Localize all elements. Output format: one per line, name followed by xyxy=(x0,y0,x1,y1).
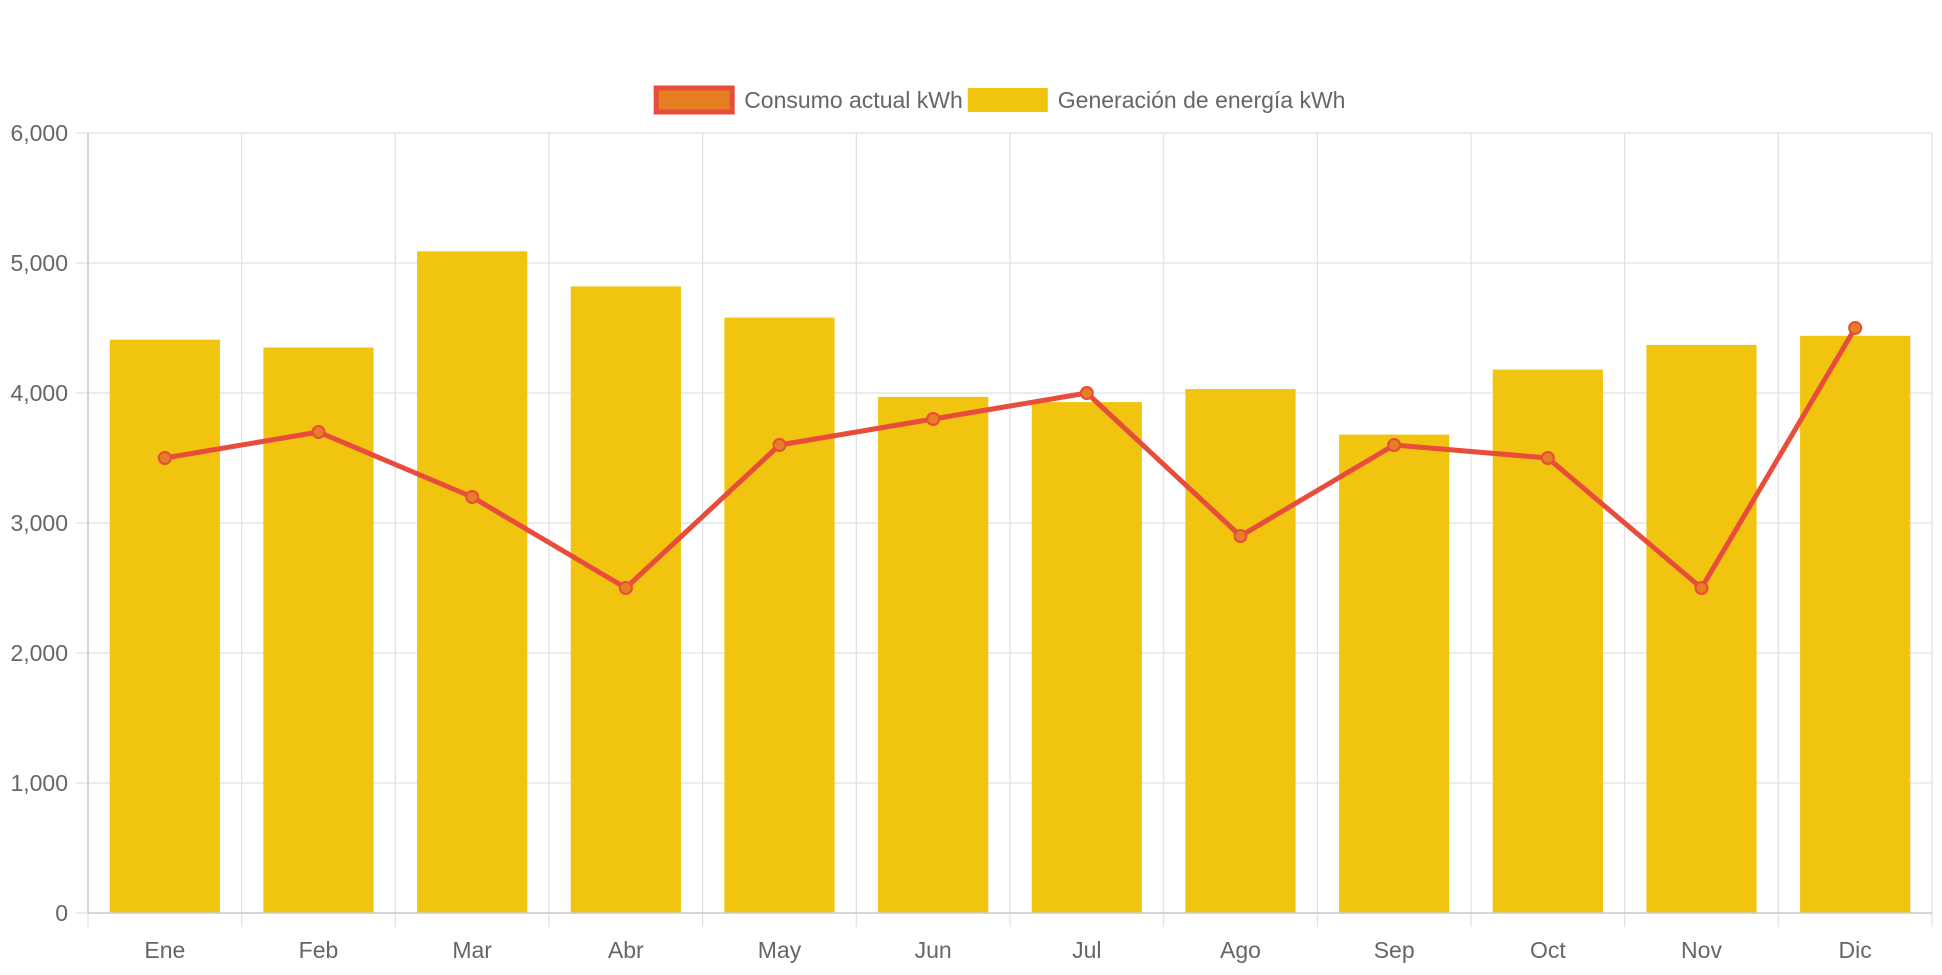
line-consumo xyxy=(162,325,1858,591)
legend: Consumo actual kWh Generación de energía … xyxy=(653,85,1346,115)
bar-generacion-ene xyxy=(109,339,220,913)
y-tick-label: 3,000 xyxy=(10,510,68,536)
y-tick-label: 0 xyxy=(55,900,68,926)
x-tick-label: Jun xyxy=(915,937,952,963)
point-consumo-mar xyxy=(465,490,480,504)
point-consumo-oct xyxy=(1540,451,1555,465)
x-tick-label: Ago xyxy=(1220,937,1261,963)
legend-swatch-consumo xyxy=(653,85,735,115)
bar-series xyxy=(109,251,1911,914)
bar-generacion-feb xyxy=(263,347,374,913)
bar-generacion-nov xyxy=(1646,344,1757,913)
bar-generacion-may xyxy=(724,317,835,914)
x-tick-label: Feb xyxy=(299,937,339,963)
point-consumo-ene xyxy=(157,451,172,465)
x-tick-label: Oct xyxy=(1530,937,1566,963)
point-consumo-dic xyxy=(1848,321,1863,335)
axes: 0 1,000 2,000 3,000 4,000 5,000 6,000 Ene Feb Mar… xyxy=(10,120,1932,963)
legend-label-consumo: Consumo actual kWh xyxy=(744,87,963,113)
y-tick-label: 2,000 xyxy=(10,640,68,666)
y-tick-label: 5,000 xyxy=(10,250,68,276)
y-tick-label: 6,000 xyxy=(10,120,68,146)
point-consumo-may xyxy=(772,438,787,452)
point-consumo-nov xyxy=(1694,581,1709,595)
y-tick-label: 1,000 xyxy=(10,770,68,796)
x-tick-label: Nov xyxy=(1681,937,1722,963)
x-tick-label: May xyxy=(758,937,802,963)
bar-generacion-jun xyxy=(878,396,989,913)
x-tick-label: Ene xyxy=(144,937,185,963)
legend-label-generacion: Generación de energía kWh xyxy=(1058,87,1346,113)
point-consumo-feb xyxy=(311,425,326,439)
x-tick-label: Abr xyxy=(608,937,644,963)
bar-generacion-sep xyxy=(1339,434,1450,913)
legend-swatch-generacion xyxy=(967,88,1048,112)
bar-generacion-mar xyxy=(417,251,528,914)
x-tick-label: Jul xyxy=(1072,937,1101,963)
x-tick-label: Mar xyxy=(452,937,492,963)
line-series xyxy=(157,321,1863,595)
point-consumo-sep xyxy=(1387,438,1402,452)
y-tick-label: 4,000 xyxy=(10,380,68,406)
point-consumo-ago xyxy=(1233,529,1248,543)
bar-generacion-dic xyxy=(1800,335,1911,913)
bar-generacion-abr xyxy=(570,286,681,913)
grid-lines xyxy=(76,132,1933,927)
bar-generacion-jul xyxy=(1031,402,1142,913)
bar-generacion-ago xyxy=(1185,389,1296,914)
x-tick-label: Dic xyxy=(1839,937,1872,963)
point-consumo-jun xyxy=(926,412,941,426)
point-consumo-abr xyxy=(618,581,633,595)
x-tick-label: Sep xyxy=(1374,937,1415,963)
point-consumo-jul xyxy=(1079,386,1094,400)
